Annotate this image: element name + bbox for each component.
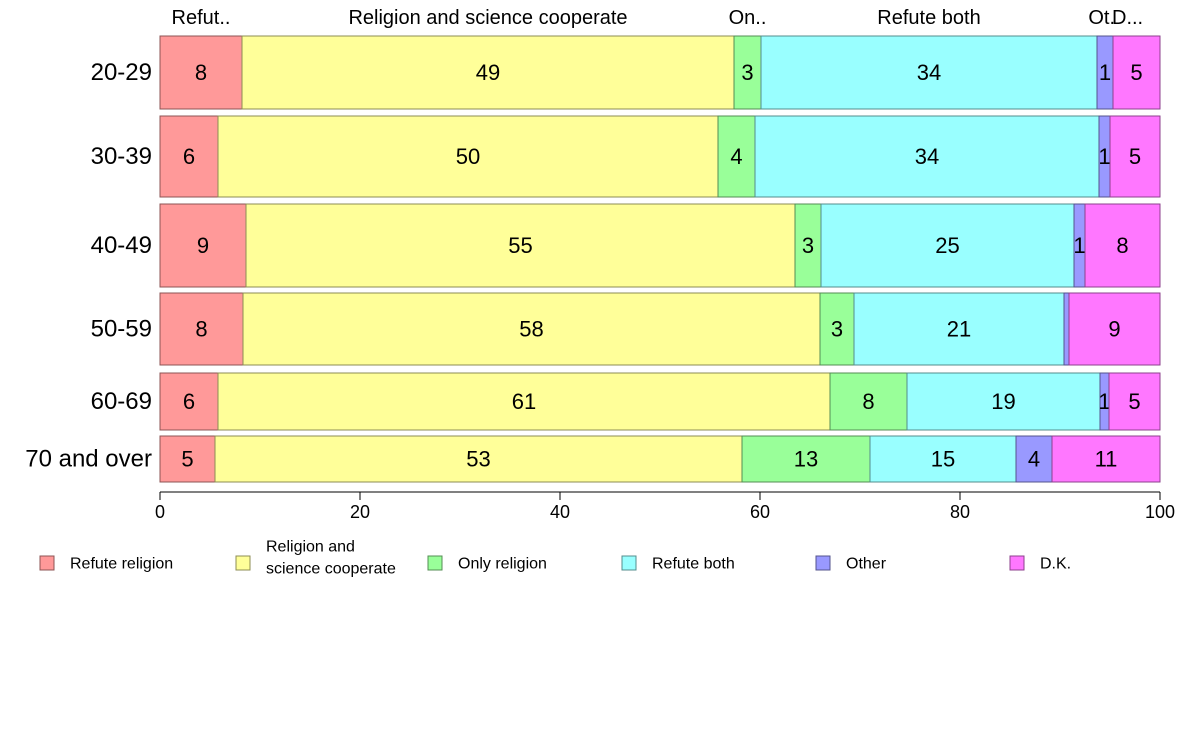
- bar-segment: [853, 292, 1065, 366]
- bar-segment: [1068, 292, 1161, 366]
- data-label: 15: [931, 447, 955, 472]
- bar-segment: [869, 435, 1017, 483]
- bar-segment: [754, 115, 1100, 198]
- top-series-label: Refut..: [172, 7, 231, 29]
- data-label: 1: [1098, 389, 1110, 414]
- data-label: 3: [802, 233, 814, 258]
- data-label: 3: [741, 60, 753, 85]
- bar-segment: [760, 35, 1098, 110]
- bar-segment: [829, 372, 908, 431]
- category-label: 50-59: [91, 316, 152, 343]
- bar-segment: [159, 292, 244, 366]
- bar-segment: [1015, 435, 1053, 483]
- top-series-label: Religion and science cooperate: [348, 7, 627, 29]
- legend-swatch: [427, 555, 443, 571]
- x-tick-label: 60: [750, 502, 770, 522]
- data-label: 6: [183, 389, 195, 414]
- legend-label: Only religion: [458, 556, 547, 573]
- data-label: 8: [862, 389, 874, 414]
- data-label: 8: [1116, 233, 1128, 258]
- bar-segment: [217, 372, 831, 431]
- data-label: 50: [456, 144, 480, 169]
- data-label: 3: [831, 317, 843, 342]
- data-label: 5: [181, 447, 193, 472]
- data-label: 55: [508, 233, 532, 258]
- bar-segment: [717, 115, 756, 198]
- legend-label-line: science cooperate: [266, 561, 396, 578]
- legend-swatch: [815, 555, 831, 571]
- bar-segment: [1051, 435, 1161, 483]
- legend-swatch: [1009, 555, 1025, 571]
- category-label: 60-69: [91, 388, 152, 415]
- x-tick-label: 0: [155, 502, 165, 522]
- top-series-label: On..: [729, 7, 767, 29]
- legend-label: Refute both: [652, 556, 735, 573]
- data-label: 8: [195, 317, 207, 342]
- data-label: 9: [197, 233, 209, 258]
- bar-segment: [1109, 115, 1161, 198]
- legend-label: Other: [846, 556, 887, 573]
- bar-segment: [159, 35, 243, 110]
- data-label: 19: [991, 389, 1015, 414]
- legend-swatch: [39, 555, 55, 571]
- bar-segment: [245, 203, 796, 288]
- x-tick-label: 40: [550, 502, 570, 522]
- data-label: 5: [1129, 144, 1141, 169]
- bar-segment: [159, 115, 219, 198]
- data-label: 21: [947, 317, 971, 342]
- legend-label: Religion and science cooperate: [266, 539, 396, 578]
- data-label: 11: [1095, 447, 1118, 472]
- bar-segment: [1108, 372, 1161, 431]
- data-label: 1: [1073, 233, 1085, 258]
- data-label: 5: [1128, 389, 1140, 414]
- legend-label: Refute religion: [70, 556, 173, 573]
- data-label: 4: [1028, 447, 1040, 472]
- bar-segment: [159, 203, 247, 288]
- legend-label-line: Religion and: [266, 539, 355, 556]
- data-label: 13: [794, 447, 818, 472]
- data-label: 61: [512, 389, 536, 414]
- data-label: 5: [1130, 60, 1142, 85]
- top-series-label: Ot.: [1088, 7, 1115, 29]
- category-label: 30-39: [91, 143, 152, 170]
- category-label: 20-29: [91, 59, 152, 86]
- bar-segment: [741, 435, 871, 483]
- bar-segment: [242, 292, 821, 366]
- data-label: 8: [195, 60, 207, 85]
- x-tick-label: 80: [950, 502, 970, 522]
- legend-swatch: [621, 555, 637, 571]
- bar-segment: [214, 435, 743, 483]
- bar-segment: [159, 372, 219, 431]
- bar-segment: [733, 35, 762, 110]
- data-label: 6: [183, 144, 195, 169]
- top-series-label: Refute both: [877, 7, 980, 29]
- bar-segment: [217, 115, 719, 198]
- bar-segment: [1112, 35, 1161, 110]
- data-label: 4: [730, 144, 742, 169]
- data-label: 34: [917, 60, 941, 85]
- bar-segment: [1063, 292, 1070, 366]
- x-tick-label: 100: [1145, 502, 1175, 522]
- data-label: 34: [915, 144, 939, 169]
- bar-segment: [241, 35, 735, 110]
- x-tick-label: 20: [350, 502, 370, 522]
- data-label: 1: [1098, 144, 1110, 169]
- category-label: 40-49: [91, 232, 152, 259]
- data-label: 53: [466, 447, 490, 472]
- data-label: 1: [1099, 60, 1111, 85]
- legend-swatch: [235, 555, 251, 571]
- data-label: 58: [519, 317, 543, 342]
- data-label: 49: [476, 60, 500, 85]
- legend-label: D.K.: [1040, 556, 1071, 573]
- data-label: 25: [935, 233, 959, 258]
- bar-segment: [159, 435, 216, 483]
- top-series-label: D...: [1112, 7, 1143, 29]
- data-label: 9: [1108, 317, 1120, 342]
- category-label: 70 and over: [25, 446, 152, 473]
- bar-segment: [1084, 203, 1161, 288]
- bar-segment: [820, 203, 1075, 288]
